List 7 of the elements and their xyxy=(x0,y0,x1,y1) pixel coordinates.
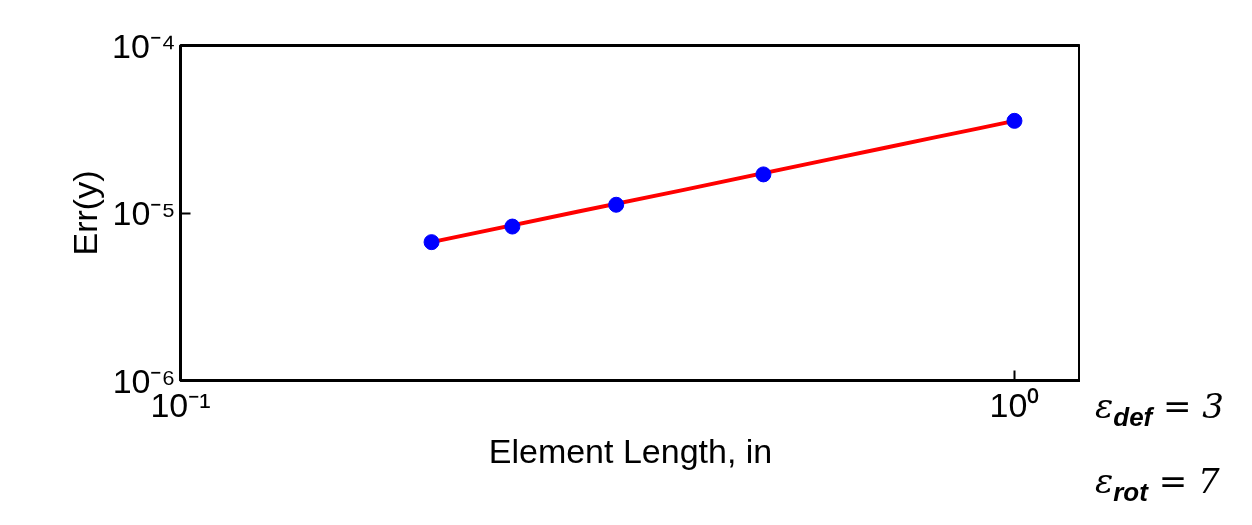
y-tick-label: 10⁻⁵ xyxy=(112,194,176,232)
x-tick-label: 10⁰ xyxy=(989,385,1040,424)
text: ε$_{def}$ = 3 xyxy=(1095,386,1224,432)
y-tick-label: 10⁻⁴ xyxy=(112,26,176,65)
text: ε$_{rot}$ = 7 xyxy=(1095,460,1221,507)
x-axis-title: Element Length, in xyxy=(488,431,773,470)
y-axis-title: Err(y) xyxy=(66,170,105,256)
